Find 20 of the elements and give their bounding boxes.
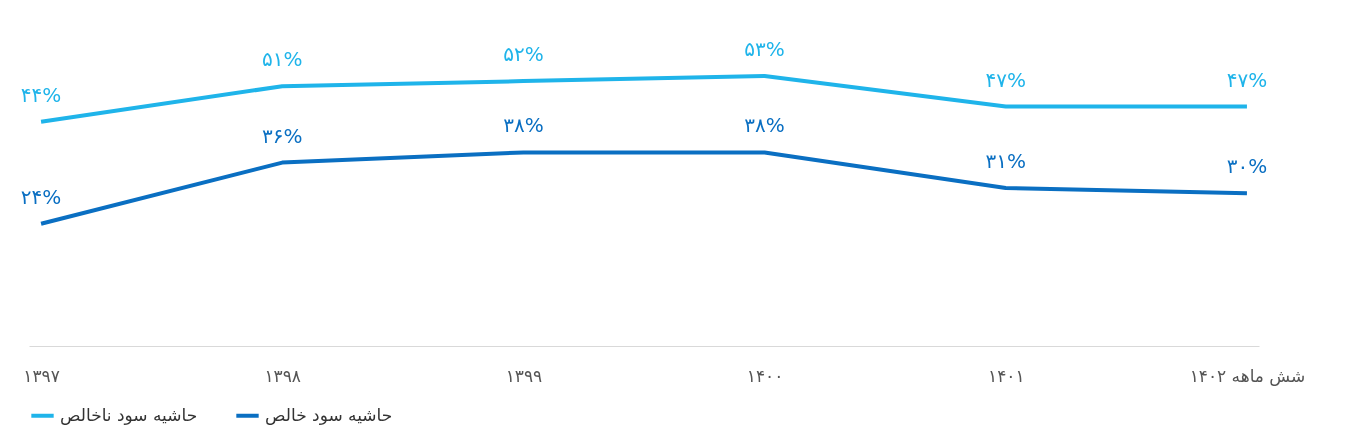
x-tick-label: ۱۴۰۱ bbox=[988, 365, 1025, 386]
x-tick-label: ۱۳۹۷ bbox=[23, 365, 60, 386]
data-label: ۴۷% bbox=[1226, 67, 1268, 92]
data-label: ۵۲% bbox=[503, 42, 544, 67]
x-tick-label: ۱۳۹۹ bbox=[505, 365, 543, 386]
legend-label: حاشیه سود ناخالص bbox=[60, 404, 198, 425]
data-label: ۴۴% bbox=[20, 82, 62, 107]
data-label: ۵۳% bbox=[744, 37, 785, 61]
legend-label: حاشیه سود خالص bbox=[265, 404, 393, 425]
x-tick-label: شش ماهه ۱۴۰۲ bbox=[1189, 365, 1306, 386]
data-label: ۳۸% bbox=[744, 113, 785, 138]
x-tick-label: ۱۳۹۸ bbox=[264, 365, 301, 386]
data-label: ۴۷% bbox=[985, 67, 1027, 92]
data-label: ۵۱% bbox=[261, 47, 303, 72]
data-label: ۲۴% bbox=[20, 184, 62, 209]
data-label: ۳۰% bbox=[1226, 154, 1268, 179]
data-label: ۳۱% bbox=[985, 149, 1027, 174]
data-label: ۳۶% bbox=[261, 123, 303, 148]
data-label: ۳۸% bbox=[503, 113, 544, 138]
x-tick-label: ۱۴۰۰ bbox=[746, 365, 784, 386]
